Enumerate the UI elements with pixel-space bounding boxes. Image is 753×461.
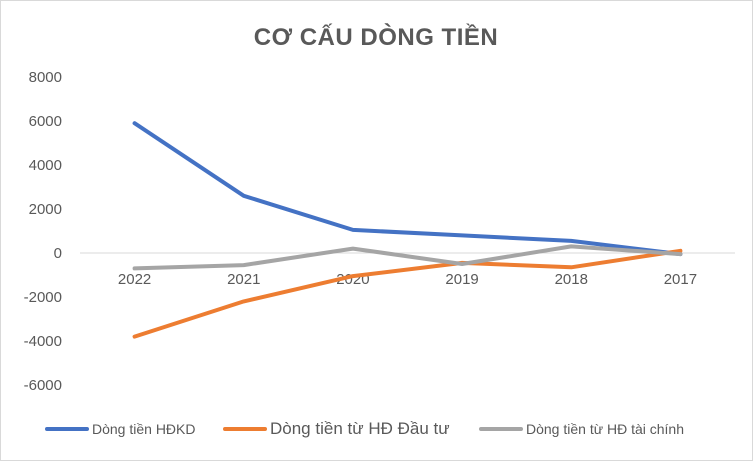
y-tick-label: 8000 (29, 69, 62, 86)
y-tick-label: 0 (54, 245, 62, 262)
x-tick-label: 2017 (664, 271, 697, 288)
legend-label: Dòng tiền từ HĐ Đầu tư (270, 419, 450, 438)
y-tick-label: 6000 (29, 113, 62, 130)
x-axis: 2022 2021 2020 2019 2018 2017 (118, 271, 697, 288)
x-tick-label: 2018 (555, 271, 588, 288)
y-tick-label: 2000 (29, 201, 62, 218)
series-line-1 (132, 121, 683, 257)
series-line-2 (132, 248, 683, 339)
x-tick-label: 2019 (445, 271, 478, 288)
y-tick-label: -4000 (24, 333, 62, 350)
legend: Dòng tiền HĐKD Dòng tiền từ HĐ Đầu tư Dòng… (45, 419, 684, 438)
legend-label: Dòng tiền từ HĐ tài chính (526, 421, 684, 437)
legend-label: Dòng tiền HĐKD (92, 421, 196, 437)
x-tick-label: 2022 (118, 271, 151, 288)
chart-title: CƠ CẤU DÒNG TIỀN (254, 23, 498, 51)
y-tick-label: -2000 (24, 289, 62, 306)
x-tick-label: 2021 (227, 271, 260, 288)
y-axis: 8000 6000 4000 2000 0 -2000 -4000 -6000 (24, 69, 62, 394)
series-lines (132, 121, 683, 339)
y-tick-label: 4000 (29, 157, 62, 174)
y-tick-label: -6000 (24, 377, 62, 394)
series-line-3 (132, 244, 683, 271)
